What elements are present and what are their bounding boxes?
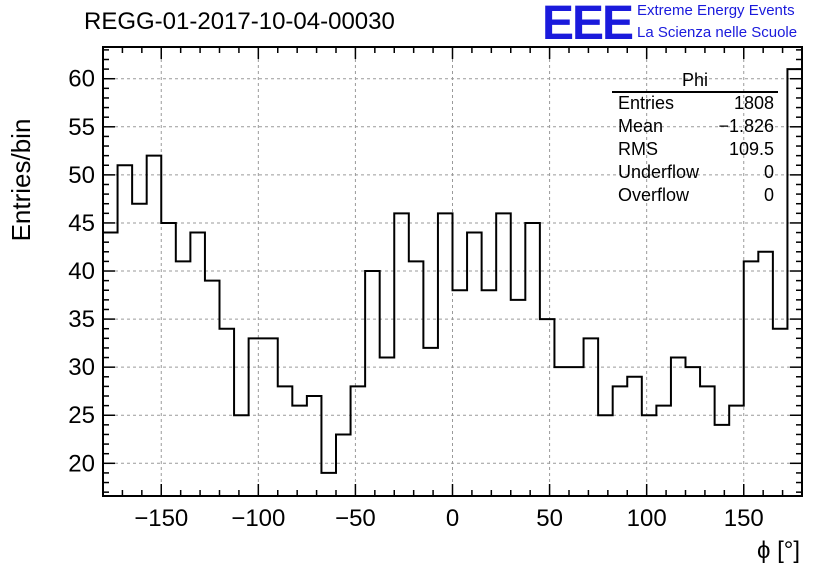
stats-value: 109.5 xyxy=(728,139,774,159)
stats-key: RMS xyxy=(618,139,658,159)
stats-row-rms: RMS 109.5 xyxy=(618,139,774,161)
stats-key: Mean xyxy=(618,116,664,136)
stats-key: Entries xyxy=(618,93,675,113)
x-tick-label: −150 xyxy=(134,505,188,532)
logo-line-2: La Scienza nelle Scuole xyxy=(637,24,798,41)
y-tick-label: 40 xyxy=(68,258,95,285)
chart-title: REGG-01-2017-10-04-00030 xyxy=(84,8,395,35)
stats-value: 0 xyxy=(763,185,774,205)
stats-row-overflow: Overflow 0 xyxy=(618,185,774,207)
stats-key: Overflow xyxy=(618,185,690,205)
y-tick-label: 35 xyxy=(68,306,95,333)
y-tick-label: 50 xyxy=(68,162,95,189)
logo-line-1: Extreme Energy Events xyxy=(637,2,795,19)
stats-key: Underflow xyxy=(618,162,700,182)
x-tick-label: 50 xyxy=(536,505,563,532)
histogram-line xyxy=(103,68,802,474)
stats-value: 0 xyxy=(763,162,774,182)
y-tick-labels: 20 25 30 35 40 45 50 55 60 xyxy=(68,66,95,478)
x-tick-label: −100 xyxy=(231,505,285,532)
x-axis-label: ϕ [°] xyxy=(757,537,800,564)
y-tick-label: 25 xyxy=(68,402,95,429)
stats-title: Phi xyxy=(681,70,708,90)
eee-logo: EEE xyxy=(542,0,634,50)
stats-value: −1.826 xyxy=(718,116,774,136)
stats-box: Phi Entries 1808 Mean −1.826 RMS 109.5 U… xyxy=(612,70,778,210)
x-tick-label: 0 xyxy=(446,505,459,532)
stats-divider xyxy=(612,91,778,93)
y-tick-label: 30 xyxy=(68,354,95,381)
y-tick-label: 55 xyxy=(68,114,95,141)
axis-ticks xyxy=(102,47,803,496)
y-axis-label: Entries/bin xyxy=(6,119,36,242)
stats-row-underflow: Underflow 0 xyxy=(618,162,774,184)
stats-value: 1808 xyxy=(733,93,774,113)
x-tick-label: 100 xyxy=(627,505,667,532)
y-tick-label: 45 xyxy=(68,210,95,237)
stats-row-entries: Entries 1808 xyxy=(618,93,774,115)
stats-row-mean: Mean −1.826 xyxy=(618,116,774,138)
y-tick-label: 60 xyxy=(68,66,95,93)
x-tick-label: −50 xyxy=(335,505,376,532)
x-tick-labels: −150 −100 −50 0 50 100 150 xyxy=(134,505,764,532)
x-tick-label: 150 xyxy=(724,505,764,532)
y-tick-label: 20 xyxy=(68,450,95,477)
